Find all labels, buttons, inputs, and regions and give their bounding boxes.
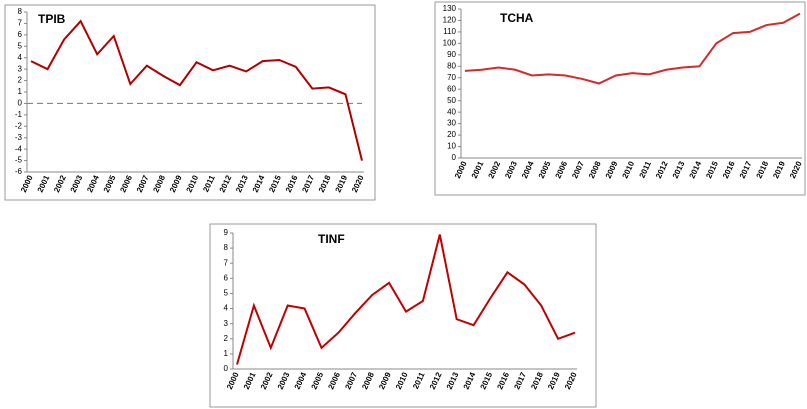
y-tick-label: 8: [224, 243, 229, 252]
y-tick-label: 9: [224, 228, 229, 237]
y-tick-label: 1: [224, 349, 229, 358]
y-tick-label: 0: [18, 99, 23, 108]
y-tick-label: 80: [447, 61, 456, 70]
chart-title: TPIB: [38, 12, 66, 26]
line: [236, 234, 576, 365]
y-tick-label: 7: [18, 19, 23, 28]
y-tick-label: 1: [18, 87, 23, 96]
y-tick-label: 4: [224, 304, 229, 313]
y-tick-label: 120: [443, 16, 457, 25]
y-tick-label: 8: [18, 7, 23, 16]
y-tick-label: 7: [224, 258, 229, 267]
y-tick-label: -6: [15, 167, 23, 176]
y-tick-label: 60: [447, 84, 456, 93]
y-tick-label: -3: [15, 133, 23, 142]
y-tick-label: 0: [224, 364, 229, 373]
y-tick-label: 90: [447, 50, 456, 59]
y-tick-label: 6: [18, 30, 23, 39]
y-tick-label: -5: [15, 156, 23, 165]
line: [464, 12, 801, 85]
y-tick-label: 5: [18, 41, 23, 50]
y-tick-label: 100: [443, 38, 457, 47]
y-tick-label: 70: [447, 73, 456, 82]
y-tick-label: 130: [443, 4, 457, 13]
y-tick-label: 50: [447, 96, 456, 105]
y-tick-label: 110: [443, 27, 456, 36]
chart-title: TINF: [318, 232, 345, 246]
y-tick-label: 3: [224, 319, 229, 328]
y-tick-label: 5: [224, 289, 229, 298]
chart-title: TCHA: [500, 11, 534, 25]
y-tick-label: 2: [224, 334, 229, 343]
line: [30, 19, 363, 161]
y-tick-label: 4: [18, 53, 23, 62]
y-tick-label: 10: [447, 142, 456, 151]
y-tick-label: 30: [447, 119, 456, 128]
y-tick-label: 6: [224, 273, 229, 282]
y-tick-label: 0: [452, 153, 457, 162]
y-tick-label: -4: [15, 144, 23, 153]
chart-frame: [209, 223, 597, 408]
chart-frame: [4, 4, 376, 201]
y-tick-label: 20: [447, 130, 456, 139]
y-tick-label: 40: [447, 107, 456, 116]
y-tick-label: 2: [18, 76, 23, 85]
y-tick-label: -2: [15, 121, 23, 130]
chart-frame: [434, 1, 806, 196]
y-tick-label: 3: [18, 64, 23, 73]
y-tick-label: -1: [15, 110, 23, 119]
